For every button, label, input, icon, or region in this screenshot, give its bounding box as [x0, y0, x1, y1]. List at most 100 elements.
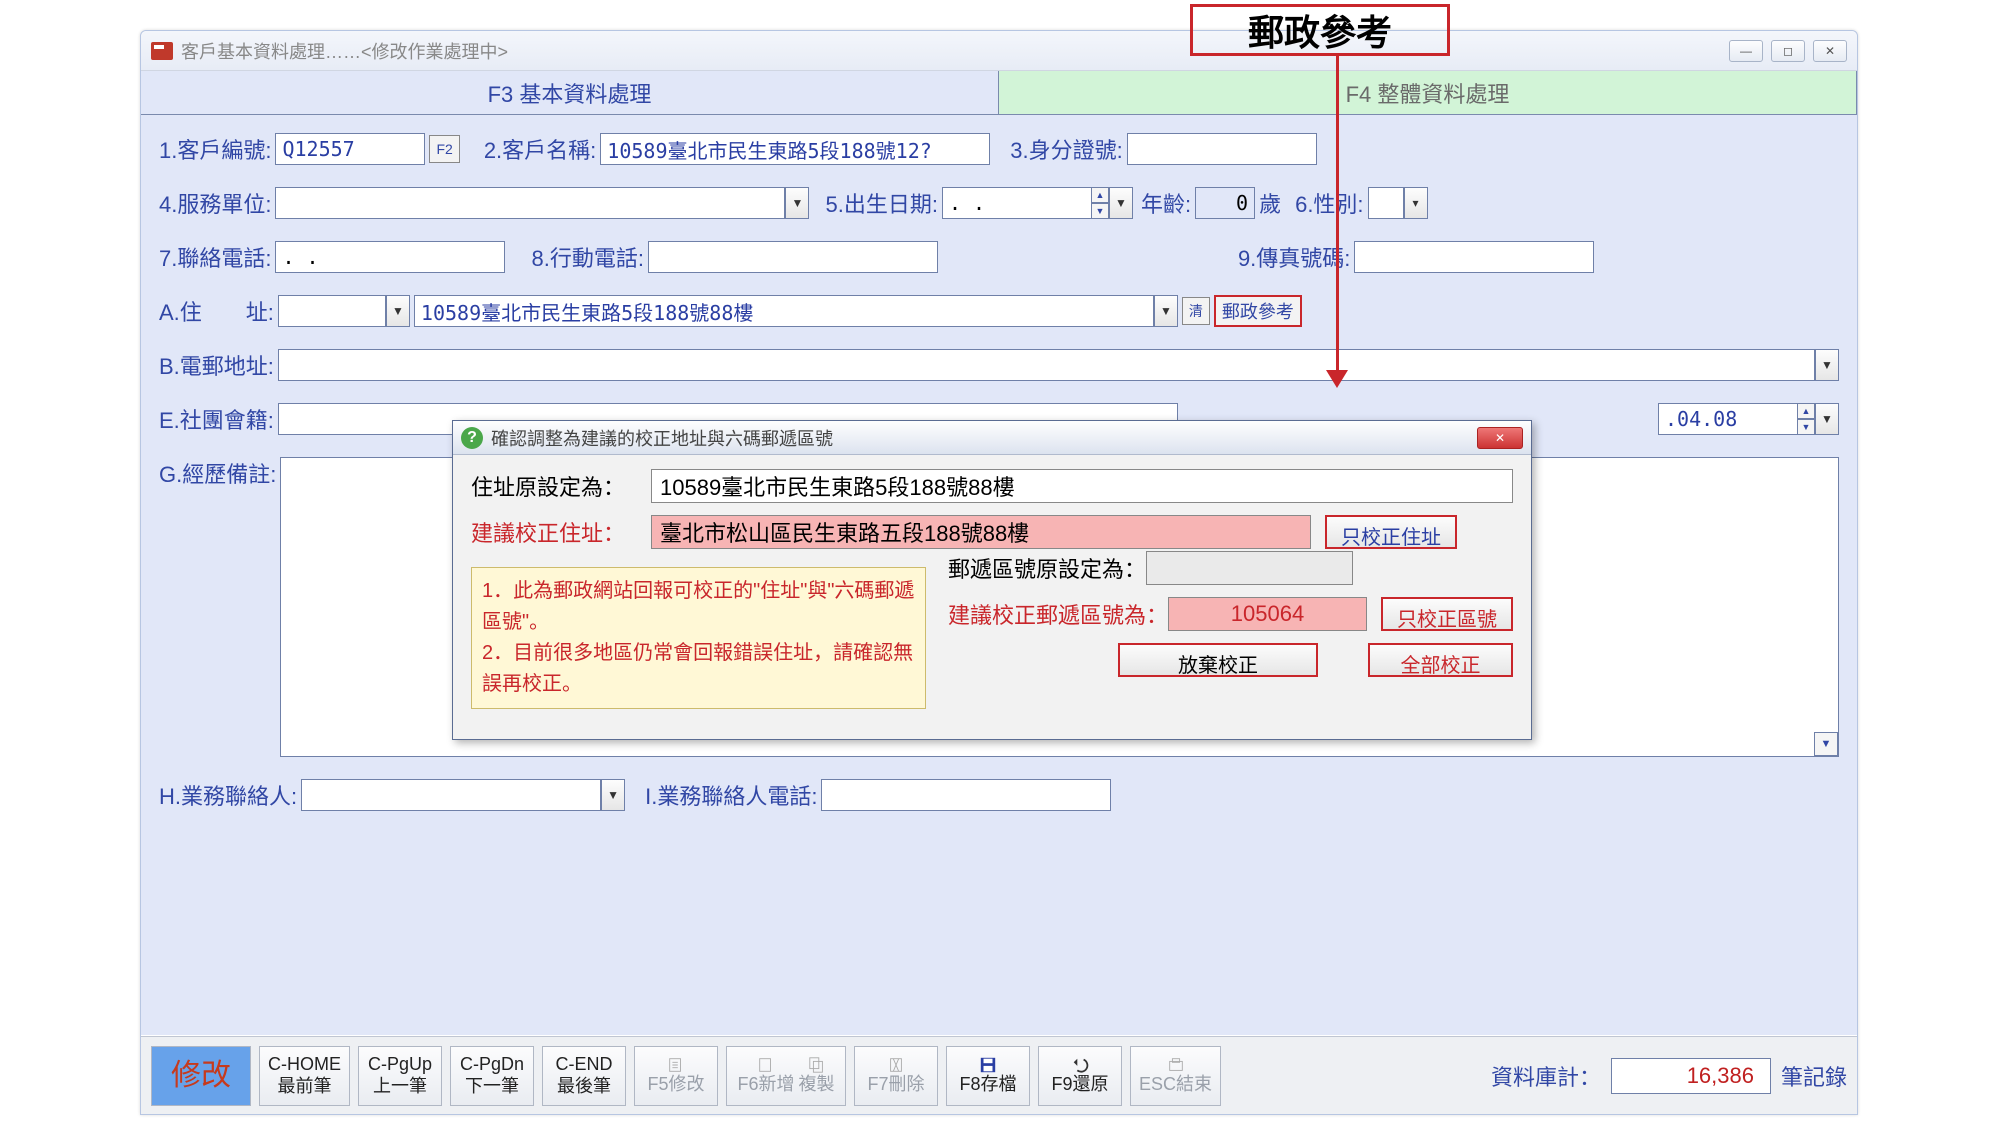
fix-all-button[interactable]: 全部校正 — [1368, 643, 1513, 677]
fix-address-only-button[interactable]: 只校正住址 — [1325, 515, 1457, 549]
dialog-title: 確認調整為建議的校正地址與六碼郵遞區號 — [491, 425, 833, 451]
postal-correction-dialog: ? 確認調整為建議的校正地址與六碼郵遞區號 ✕ 住址原設定為： 10589臺北市… — [452, 420, 1532, 740]
undo-icon — [1070, 1056, 1090, 1074]
label-suggested-address: 建議校正住址： — [471, 516, 651, 548]
mode-modify-button[interactable]: 修改 — [151, 1046, 251, 1106]
input-id-number[interactable] — [1127, 133, 1317, 165]
close-button[interactable]: ✕ — [1813, 40, 1847, 62]
input-mobile[interactable] — [648, 241, 938, 273]
label-address: A.住 址: — [159, 295, 274, 327]
input-customer-name[interactable]: 10589臺北市民生東路5段188號12? — [600, 133, 990, 165]
field-suggested-address: 臺北市松山區民生東路五段188號88樓 — [651, 515, 1311, 549]
clear-address-button[interactable]: 清 — [1182, 297, 1210, 325]
db-count-suffix: 筆記錄 — [1781, 1060, 1847, 1092]
dropdown-service-unit[interactable]: ▼ — [785, 187, 809, 219]
hint-line-1: 1．此為郵政網站回報可校正的"住址"與"六碼郵遞區號"。 — [482, 576, 915, 638]
esc-exit-button[interactable]: ESC結束 — [1130, 1046, 1221, 1106]
record-count-display: 資料庫計： 16,386 筆記錄 — [1491, 1058, 1847, 1094]
field-suggested-zip: 105064 — [1168, 597, 1367, 631]
f7-delete-button[interactable]: F7刪除 — [854, 1046, 938, 1106]
tab-overall-data[interactable]: F4 整體資料處理 — [999, 71, 1857, 114]
input-contact-name[interactable] — [301, 779, 601, 811]
dialog-hints: 1．此為郵政網站回報可校正的"住址"與"六碼郵遞區號"。 2．目前很多地區仍常會… — [471, 567, 926, 709]
scroll-down-icon[interactable]: ▼ — [1814, 732, 1838, 756]
input-membership-date[interactable]: .04.08 — [1658, 403, 1798, 435]
window-title: 客戶基本資料處理……<修改作業處理中> — [181, 38, 508, 64]
label-gender: 6.性別: — [1295, 187, 1363, 219]
label-orig-zip: 郵遞區號原設定為： — [948, 552, 1146, 584]
dropdown-contact-name[interactable]: ▼ — [601, 779, 625, 811]
toolbar: 修改 C-HOME最前筆 C-PgUp上一筆 C-PgDn下一筆 C-END最後… — [141, 1036, 1857, 1114]
f9-restore-button[interactable]: F9還原 — [1038, 1046, 1122, 1106]
input-birthdate[interactable]: . . — [942, 187, 1092, 219]
db-count-value: 16,386 — [1611, 1058, 1771, 1094]
new-icon — [756, 1056, 776, 1074]
copy-icon — [807, 1056, 827, 1074]
label-contact-name: H.業務聯絡人: — [159, 779, 297, 811]
tab-bar: F3 基本資料處理 F4 整體資料處理 — [141, 71, 1857, 115]
label-suggested-zip: 建議校正郵遞區號為： — [948, 598, 1168, 630]
input-contact-phone[interactable] — [821, 779, 1111, 811]
lookup-button-f2[interactable]: F2 — [429, 135, 459, 163]
dropdown-address-prefix[interactable]: ▼ — [386, 295, 410, 327]
label-notes: G.經歷備註: — [159, 457, 276, 489]
spinner-birthdate[interactable]: ▲▼ — [1091, 187, 1109, 219]
label-birthdate: 5.出生日期: — [825, 187, 937, 219]
label-membership: E.社團會籍: — [159, 403, 274, 435]
spinner-membership-date[interactable]: ▲▼ — [1797, 403, 1815, 435]
db-count-label: 資料庫計： — [1491, 1060, 1601, 1092]
dropdown-address[interactable]: ▼ — [1154, 295, 1178, 327]
field-orig-address: 10589臺北市民生東路5段188號88樓 — [651, 469, 1513, 503]
delete-icon — [886, 1056, 906, 1074]
dropdown-gender[interactable]: ▾ — [1404, 187, 1428, 219]
f5-edit-button[interactable]: F5修改 — [634, 1046, 718, 1106]
maximize-button[interactable]: ◻ — [1771, 40, 1805, 62]
annotation-arrow-line — [1336, 56, 1339, 372]
nav-home-button[interactable]: C-HOME最前筆 — [259, 1046, 350, 1106]
question-icon: ? — [461, 427, 483, 449]
display-age: 0 — [1195, 187, 1255, 219]
label-contact-phone: I.業務聯絡人電話: — [645, 779, 817, 811]
dialog-titlebar: ? 確認調整為建議的校正地址與六碼郵遞區號 ✕ — [453, 421, 1531, 455]
input-service-unit[interactable] — [275, 187, 785, 219]
label-email: B.電郵地址: — [159, 349, 274, 381]
label-fax: 9.傳真號碼: — [1238, 241, 1350, 273]
nav-prev-button[interactable]: C-PgUp上一筆 — [358, 1046, 442, 1106]
f6-add-button[interactable]: F6新增 複製 — [726, 1046, 846, 1106]
hint-line-2: 2．目前很多地區仍常會回報錯誤住址，請確認無誤再校正。 — [482, 638, 915, 700]
input-phone[interactable]: . . — [275, 241, 505, 273]
minimize-button[interactable]: — — [1729, 40, 1763, 62]
dialog-close-button[interactable]: ✕ — [1477, 427, 1523, 449]
dropdown-birthdate[interactable]: ▼ — [1109, 187, 1133, 219]
edit-icon — [666, 1056, 686, 1074]
app-icon — [151, 42, 173, 60]
input-email[interactable] — [278, 349, 1815, 381]
input-gender[interactable] — [1368, 187, 1404, 219]
input-customer-id[interactable]: Q12557 — [275, 133, 425, 165]
exit-icon — [1166, 1056, 1186, 1074]
tab-basic-data[interactable]: F3 基本資料處理 — [141, 71, 999, 114]
input-fax[interactable] — [1354, 241, 1594, 273]
label-phone: 7.聯絡電話: — [159, 241, 271, 273]
annotation-arrow-head — [1326, 370, 1348, 388]
label-id-number: 3.身分證號: — [1010, 133, 1122, 165]
nav-next-button[interactable]: C-PgDn下一筆 — [450, 1046, 534, 1106]
f8-save-button[interactable]: F8存檔 — [946, 1046, 1030, 1106]
annotation-callout: 郵政參考 — [1190, 4, 1450, 56]
input-address[interactable]: 10589臺北市民生東路5段188號88樓 — [414, 295, 1154, 327]
postal-reference-button[interactable]: 郵政參考 — [1214, 295, 1302, 327]
nav-end-button[interactable]: C-END最後筆 — [542, 1046, 626, 1106]
save-icon — [978, 1056, 998, 1074]
label-age: 年齡: — [1141, 187, 1191, 219]
label-customer-name: 2.客戶名稱: — [484, 133, 596, 165]
cancel-fix-button[interactable]: 放棄校正 — [1118, 643, 1318, 677]
dropdown-membership-date[interactable]: ▼ — [1815, 403, 1839, 435]
label-orig-address: 住址原設定為： — [471, 470, 651, 502]
dropdown-email[interactable]: ▼ — [1815, 349, 1839, 381]
label-service-unit: 4.服務單位: — [159, 187, 271, 219]
label-mobile: 8.行動電話: — [531, 241, 643, 273]
label-customer-id: 1.客戶編號: — [159, 133, 271, 165]
titlebar: 客戶基本資料處理……<修改作業處理中> — ◻ ✕ — [141, 31, 1857, 71]
fix-zip-only-button[interactable]: 只校正區號 — [1381, 597, 1513, 631]
input-address-prefix[interactable] — [278, 295, 386, 327]
